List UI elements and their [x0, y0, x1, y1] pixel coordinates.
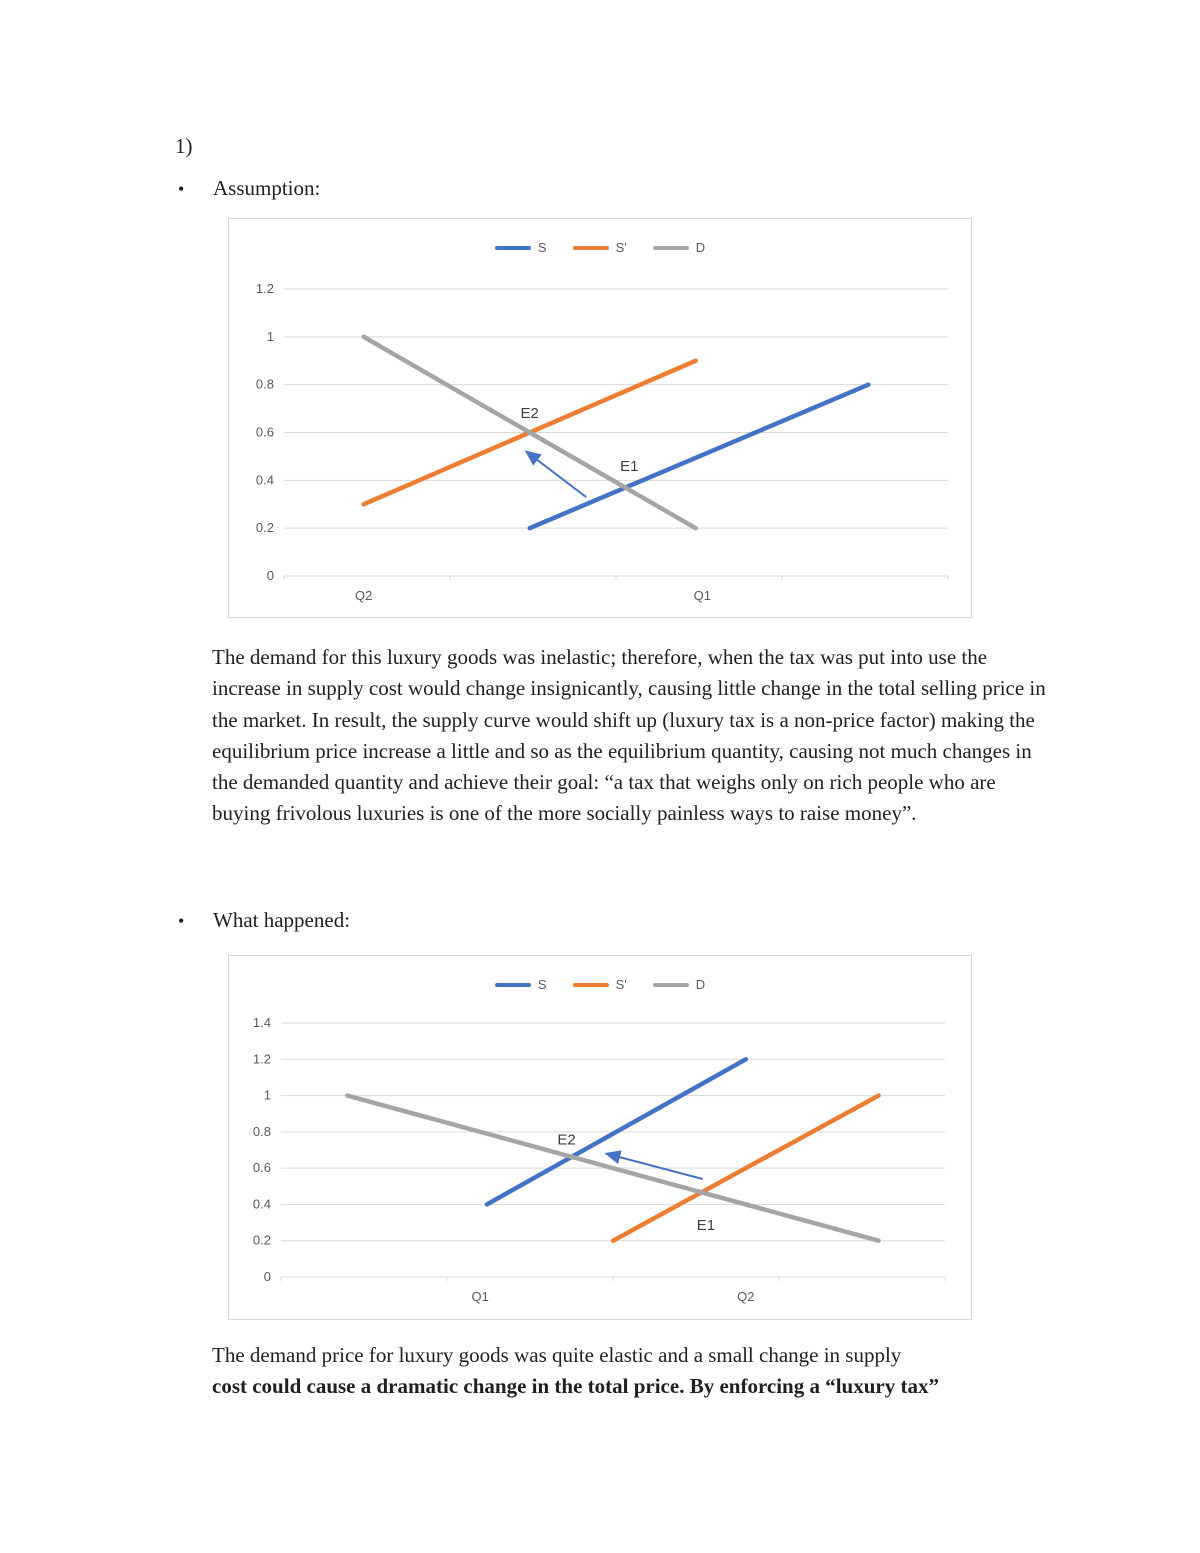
legend-swatch-d	[652, 245, 689, 250]
legend-label-d: D	[695, 977, 706, 992]
what-happened-bullet-row: • What happened:	[178, 908, 350, 933]
chart-legend: S S' D	[229, 240, 971, 255]
x-axis-label-q2: Q2	[355, 588, 372, 603]
series-line-s-prime	[610, 1093, 881, 1243]
what-happened-heading: What happened:	[213, 908, 351, 932]
legend-label-s-prime: S'	[615, 977, 627, 992]
series-line-d	[345, 1093, 881, 1243]
series-line-d	[361, 334, 698, 531]
x-axis-label-q1: Q1	[694, 588, 711, 603]
chart-canvas: 1.2 1 0.8 0.6 0.4 0.2 0 Q2 Q1 E2 E1	[256, 281, 949, 603]
y-tick-label: 0	[264, 1269, 271, 1284]
legend-label-s: S	[537, 240, 547, 255]
what-happened-line-2: cost could cause a dramatic change in th…	[212, 1374, 939, 1399]
legend-label-s-prime: S'	[615, 240, 627, 255]
legend-item-s: S	[494, 240, 547, 255]
legend-label-d: D	[695, 240, 706, 255]
assumption-heading: Assumption:	[213, 176, 321, 200]
legend-item-s-prime: S'	[572, 240, 627, 255]
y-tick-label: 0.8	[253, 1124, 271, 1139]
legend-item-d: D	[652, 977, 706, 992]
what-happened-paragraph: The demand price for luxury goods was qu…	[212, 1340, 1048, 1403]
annotation-e1: E1	[697, 1217, 715, 1234]
legend-swatch-s-prime	[572, 982, 609, 987]
legend-label-s: S	[537, 977, 547, 992]
y-tick-label: 1	[267, 329, 274, 344]
legend-item-s-prime: S'	[572, 977, 627, 992]
chart-legend: S S' D	[229, 977, 971, 992]
y-tick-label: 1.2	[253, 1051, 271, 1066]
annotation-e1: E1	[620, 458, 638, 475]
assumption-chart: S S' D 1.2 1 0.8 0.6 0.4 0.2 0 Q2 Q1 E2 E1	[228, 218, 972, 618]
legend-swatch-d	[652, 982, 689, 987]
y-tick-label: 0.2	[256, 520, 274, 535]
legend-swatch-s-prime	[572, 245, 609, 250]
legend-item-d: D	[652, 240, 706, 255]
series-line-s	[484, 1057, 749, 1207]
y-tick-label: 0.4	[253, 1196, 271, 1211]
y-tick-label: 1.2	[256, 281, 274, 296]
x-axis-label-q1: Q1	[472, 1289, 489, 1304]
y-tick-label: 1	[264, 1088, 271, 1103]
x-axis-label-q2: Q2	[737, 1289, 754, 1304]
annotation-e2: E2	[557, 1132, 575, 1149]
what-happened-line-1: The demand price for luxury goods was qu…	[212, 1343, 902, 1367]
legend-swatch-s	[494, 245, 531, 250]
assumption-paragraph: The demand for this luxury goods was ine…	[212, 645, 1046, 826]
legend-item-s: S	[494, 977, 547, 992]
y-tick-label: 0.8	[256, 377, 274, 392]
y-tick-label: 0.6	[253, 1160, 271, 1175]
assumption-bullet-row: • Assumption:	[178, 176, 320, 201]
legend-swatch-s	[494, 982, 531, 987]
chart-canvas: 1.4 1.2 1 0.8 0.6 0.4 0.2 0 Q1 Q2 E2 E1	[253, 1015, 946, 1304]
y-tick-label: 0.4	[256, 472, 274, 487]
y-tick-label: 0.6	[256, 425, 274, 440]
series-line-s	[527, 382, 871, 531]
y-tick-label: 0.2	[253, 1233, 271, 1248]
what-happened-chart: S S' D 1.4 1.2 1 0.8 0.6 0.4 0.2 0 Q1 Q2 E2 E1	[228, 955, 972, 1320]
y-tick-label: 1.4	[253, 1015, 271, 1030]
equilibrium-shift-arrow	[524, 450, 587, 498]
annotation-e2: E2	[521, 405, 539, 422]
bullet-marker: •	[178, 179, 185, 199]
list-number: 1)	[175, 134, 193, 158]
bullet-marker: •	[178, 911, 185, 931]
y-tick-label: 0	[267, 568, 274, 583]
equilibrium-shift-arrow	[604, 1150, 703, 1180]
